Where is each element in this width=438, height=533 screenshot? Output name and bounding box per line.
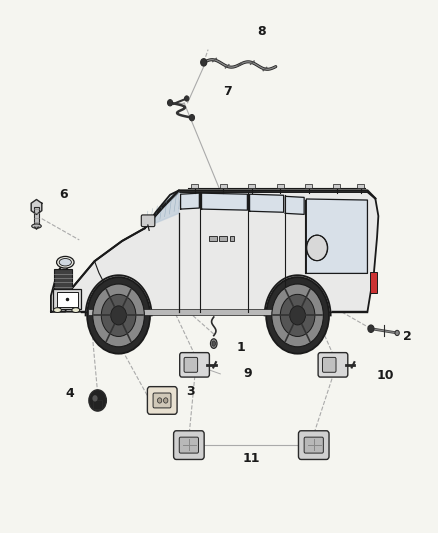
Text: 7: 7 xyxy=(223,85,232,98)
Polygon shape xyxy=(146,190,179,227)
Ellipse shape xyxy=(32,224,41,228)
FancyBboxPatch shape xyxy=(180,353,209,377)
Text: 3: 3 xyxy=(186,385,195,398)
Circle shape xyxy=(163,398,168,403)
Polygon shape xyxy=(180,193,199,209)
FancyBboxPatch shape xyxy=(304,437,323,453)
Polygon shape xyxy=(286,196,304,214)
Bar xyxy=(53,289,81,309)
Polygon shape xyxy=(51,261,71,312)
Bar xyxy=(333,183,340,188)
Circle shape xyxy=(368,325,374,333)
FancyBboxPatch shape xyxy=(184,358,198,372)
Bar xyxy=(54,269,72,290)
Bar xyxy=(305,183,312,188)
Text: 4: 4 xyxy=(65,386,74,400)
Circle shape xyxy=(93,284,145,347)
Text: 11: 11 xyxy=(243,451,261,464)
Ellipse shape xyxy=(59,259,71,266)
Polygon shape xyxy=(51,192,378,312)
FancyBboxPatch shape xyxy=(148,386,177,414)
Bar xyxy=(34,207,39,227)
Circle shape xyxy=(201,59,207,66)
Polygon shape xyxy=(306,199,367,273)
Ellipse shape xyxy=(57,256,74,268)
Bar xyxy=(357,183,364,188)
Circle shape xyxy=(307,235,328,261)
Bar xyxy=(191,183,198,188)
Bar xyxy=(93,400,102,409)
Circle shape xyxy=(167,100,173,106)
Circle shape xyxy=(290,306,305,325)
Polygon shape xyxy=(250,194,284,212)
FancyBboxPatch shape xyxy=(153,393,171,408)
Circle shape xyxy=(87,277,150,354)
Bar xyxy=(57,292,78,307)
Ellipse shape xyxy=(212,341,215,346)
FancyBboxPatch shape xyxy=(298,431,329,459)
Circle shape xyxy=(280,294,315,336)
Bar xyxy=(209,236,217,241)
Circle shape xyxy=(272,284,323,347)
Text: 1: 1 xyxy=(237,341,245,354)
Polygon shape xyxy=(201,193,247,210)
Text: 6: 6 xyxy=(59,188,67,201)
Circle shape xyxy=(184,96,189,101)
Bar xyxy=(370,272,378,293)
Ellipse shape xyxy=(53,308,61,312)
Bar xyxy=(248,183,255,188)
Ellipse shape xyxy=(72,308,80,312)
Circle shape xyxy=(395,330,399,336)
Ellipse shape xyxy=(211,339,217,349)
Bar xyxy=(277,183,284,188)
Bar xyxy=(88,309,287,316)
Bar xyxy=(219,236,227,241)
FancyBboxPatch shape xyxy=(322,358,336,372)
FancyBboxPatch shape xyxy=(141,215,155,227)
FancyBboxPatch shape xyxy=(173,431,204,459)
Circle shape xyxy=(111,306,127,325)
Circle shape xyxy=(157,398,162,403)
Bar xyxy=(220,183,227,188)
Circle shape xyxy=(266,277,329,354)
Bar xyxy=(230,236,234,241)
Text: 2: 2 xyxy=(403,330,412,343)
Text: 9: 9 xyxy=(243,367,252,381)
Circle shape xyxy=(89,390,106,411)
FancyBboxPatch shape xyxy=(179,437,198,453)
Circle shape xyxy=(92,395,98,401)
Text: 10: 10 xyxy=(377,369,395,382)
Polygon shape xyxy=(31,199,42,214)
Text: 8: 8 xyxy=(258,25,266,38)
Circle shape xyxy=(189,115,194,121)
FancyBboxPatch shape xyxy=(318,353,348,377)
Circle shape xyxy=(101,294,136,336)
